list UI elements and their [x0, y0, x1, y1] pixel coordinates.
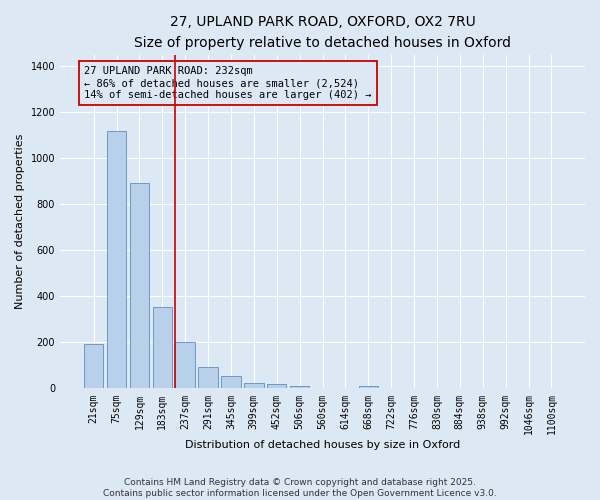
Bar: [290, 386, 310, 388]
Bar: [152, 307, 172, 388]
Bar: [175, 342, 195, 388]
Y-axis label: Number of detached properties: Number of detached properties: [15, 134, 25, 310]
Bar: [359, 386, 378, 388]
Bar: [130, 182, 149, 388]
Text: 27 UPLAND PARK ROAD: 232sqm
← 86% of detached houses are smaller (2,524)
14% of : 27 UPLAND PARK ROAD: 232sqm ← 86% of det…: [85, 66, 372, 100]
Bar: [84, 344, 103, 388]
Bar: [221, 376, 241, 388]
Bar: [199, 366, 218, 388]
Bar: [267, 384, 286, 388]
X-axis label: Distribution of detached houses by size in Oxford: Distribution of detached houses by size …: [185, 440, 460, 450]
Bar: [107, 131, 126, 388]
Bar: [244, 384, 263, 388]
Title: 27, UPLAND PARK ROAD, OXFORD, OX2 7RU
Size of property relative to detached hous: 27, UPLAND PARK ROAD, OXFORD, OX2 7RU Si…: [134, 15, 511, 50]
Text: Contains HM Land Registry data © Crown copyright and database right 2025.
Contai: Contains HM Land Registry data © Crown c…: [103, 478, 497, 498]
